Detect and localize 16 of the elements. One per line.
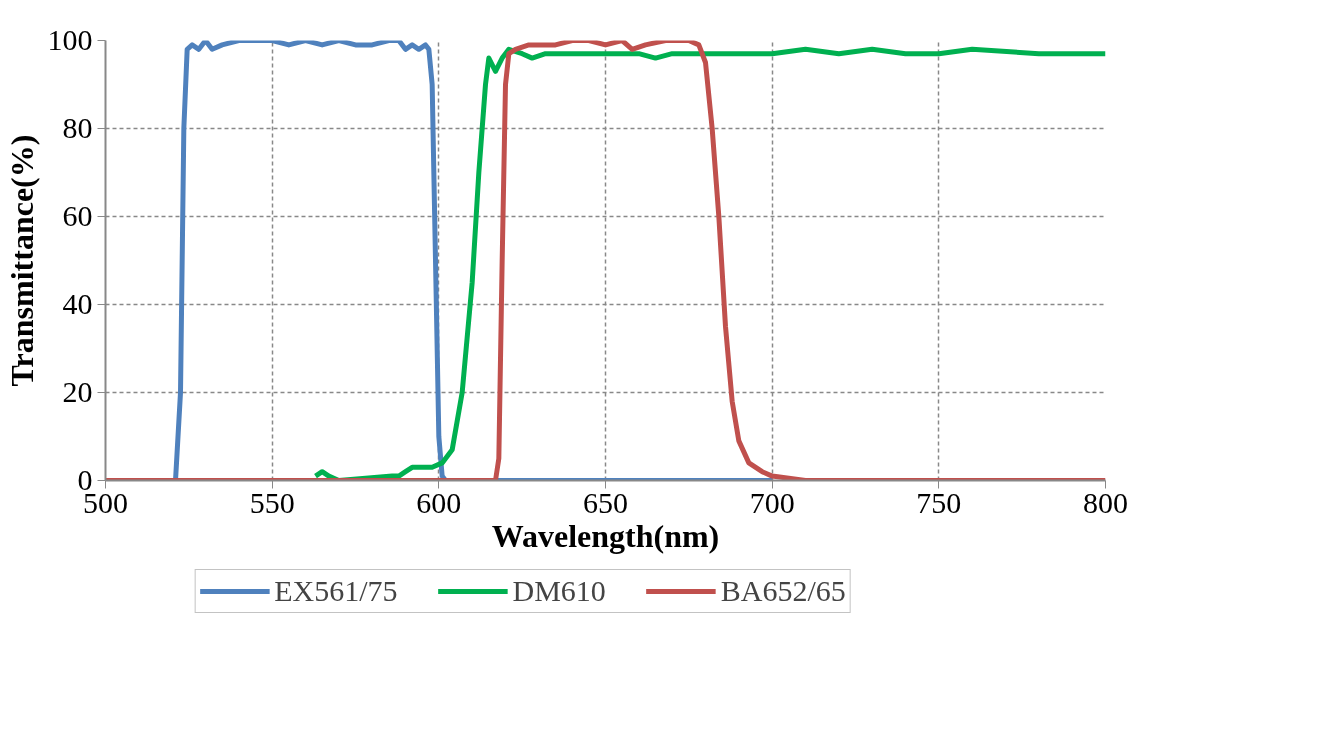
legend-label: EX561/75 — [274, 574, 398, 608]
y-tick-label: 60 — [62, 199, 93, 232]
x-axis-title: Wavelength(nm) — [491, 517, 720, 554]
legend-label: DM610 — [512, 574, 606, 608]
y-axis-title: Transmittance(%) — [3, 134, 40, 387]
y-tick-label: 80 — [62, 111, 93, 144]
x-tick-label: 750 — [916, 485, 962, 519]
y-tick-label: 40 — [62, 287, 93, 320]
x-tick-label: 800 — [1083, 485, 1128, 519]
x-tick-label: 700 — [749, 485, 795, 519]
y-tick-label: 20 — [62, 375, 93, 408]
x-tick-label: 550 — [249, 485, 295, 519]
x-tick-label: 650 — [583, 485, 628, 519]
legend-label: BA652/65 — [720, 574, 846, 608]
x-tick-label: 600 — [416, 485, 462, 519]
y-tick-label: 100 — [47, 23, 93, 56]
